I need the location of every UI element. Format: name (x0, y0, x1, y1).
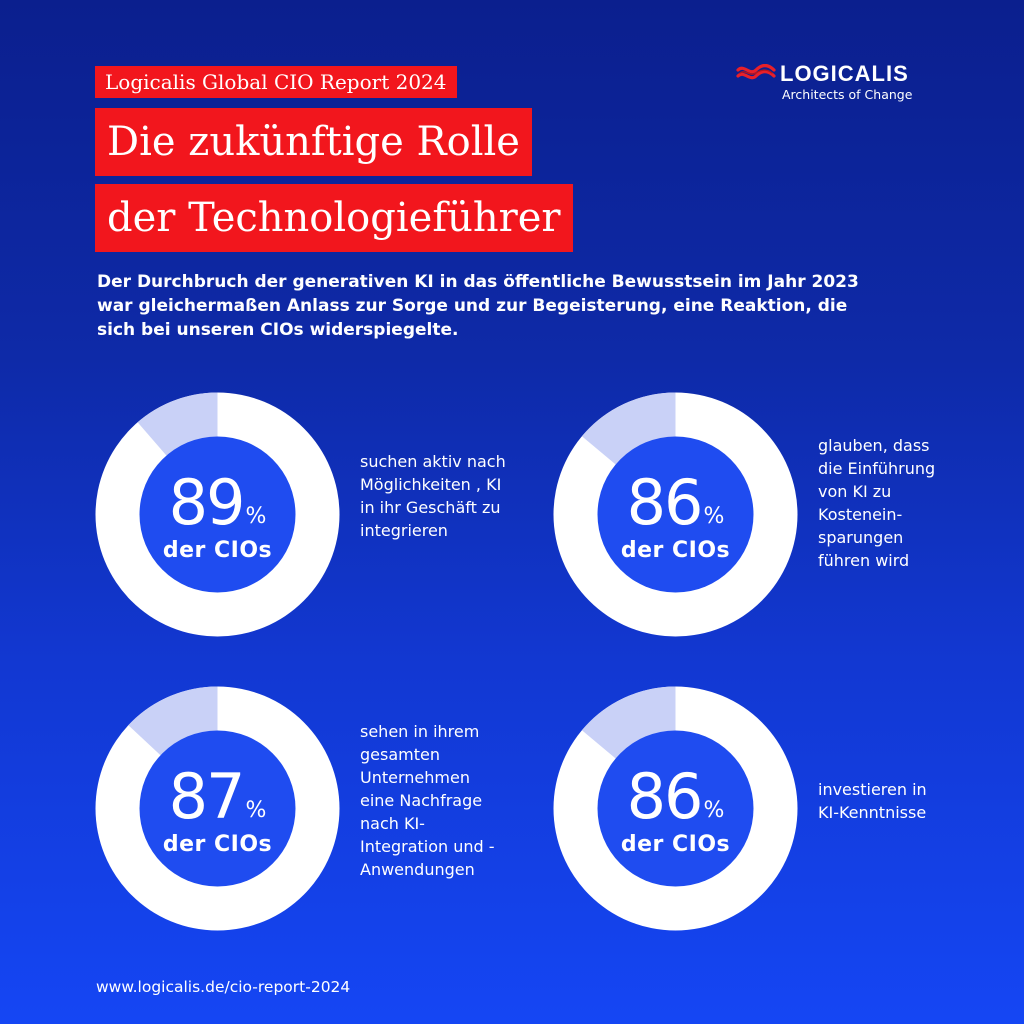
stat-card: 86 % der CIOs investieren in KI-Kenntnis… (553, 686, 993, 936)
stat-description: sehen in ihrem gesamten Unternehmen eine… (360, 722, 495, 879)
donut-ring (553, 392, 798, 637)
donut-chart: 86 % der CIOs (553, 686, 798, 931)
stat-subject: der CIOs (162, 832, 273, 857)
logicalis-logo: LOGICALIS Architects of Change (736, 61, 936, 106)
stat-card: 87 % der CIOs sehen in ihrem gesamten Un… (95, 686, 535, 936)
donut-chart: 89 % der CIOs (95, 392, 340, 637)
donut-ring (95, 392, 340, 637)
stat-unit: % (245, 504, 267, 529)
stat-unit: % (245, 798, 267, 823)
stat-description: suchen aktiv nach Möglichkeiten , KI in … (360, 452, 506, 540)
donut-chart: 87 % der CIOs (95, 686, 340, 931)
stat-description: investieren in KI-Kenntnisse (818, 780, 927, 822)
stat-card: 86 % der CIOs glauben, dass die Einführu… (553, 392, 993, 642)
stat-card: 89 % der CIOs suchen aktiv nach Möglichk… (95, 392, 535, 642)
logicalis-wave-icon (736, 64, 776, 80)
donut-chart: 86 % der CIOs (553, 392, 798, 637)
stat-value: 86 (626, 466, 704, 539)
stat-subject: der CIOs (620, 538, 731, 563)
report-tag: Logicalis Global CIO Report 2024 (95, 66, 457, 98)
logo-claim: Architects of Change (782, 87, 913, 102)
stat-description: glauben, dass die Einführung von KI zu K… (818, 436, 936, 570)
page-title-line-1: Die zukünftige Rolle (95, 108, 532, 176)
stat-subject: der CIOs (620, 832, 731, 857)
stat-unit: % (703, 504, 725, 529)
footer-url-link[interactable]: www.logicalis.de/cio-report-2024 (96, 978, 351, 996)
logo-brand-name: LOGICALIS (780, 61, 909, 86)
stat-value: 87 (168, 760, 246, 833)
page-title-line-2: der Technologieführer (95, 184, 573, 252)
stat-value: 86 (626, 760, 704, 833)
stat-value: 89 (168, 466, 246, 539)
donut-ring (95, 686, 340, 931)
stat-subject: der CIOs (162, 538, 273, 563)
donut-ring (553, 686, 798, 931)
intro-paragraph: Der Durchbruch der generativen KI in das… (97, 272, 859, 340)
stat-unit: % (703, 798, 725, 823)
